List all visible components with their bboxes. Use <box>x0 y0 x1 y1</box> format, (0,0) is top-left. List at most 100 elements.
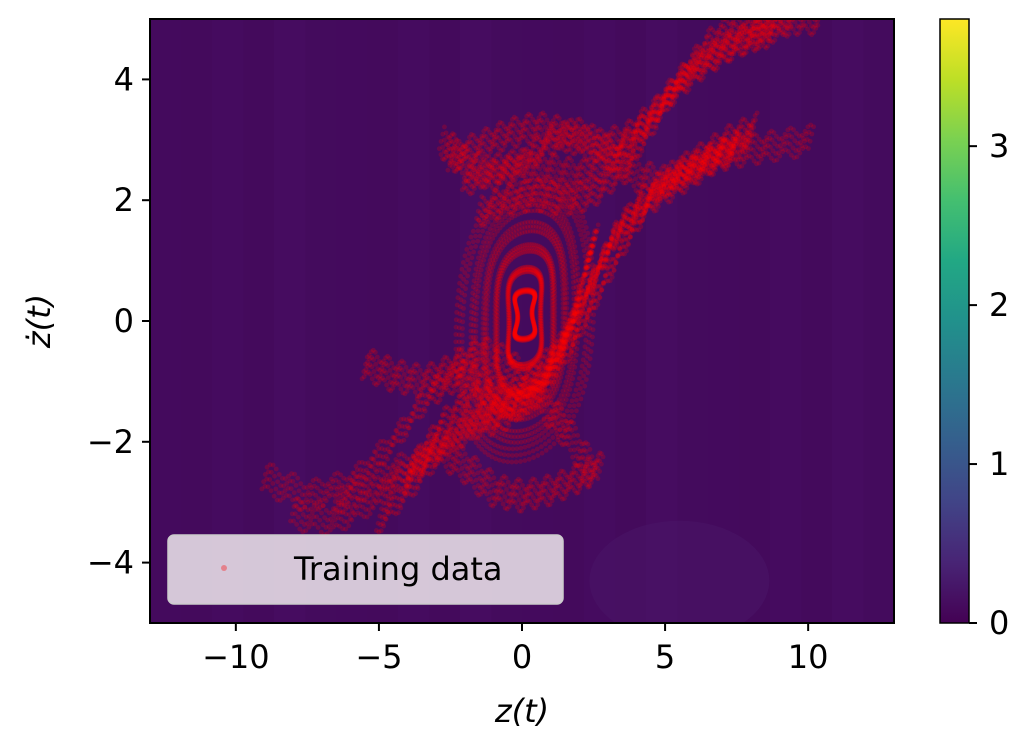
data-point <box>524 410 530 416</box>
data-point <box>485 390 491 396</box>
data-point <box>754 46 759 52</box>
data-point <box>772 14 777 19</box>
data-point <box>277 498 283 503</box>
data-point <box>468 376 474 381</box>
data-point <box>586 482 592 487</box>
data-point <box>435 424 441 430</box>
data-point <box>439 390 445 396</box>
data-point <box>291 490 297 496</box>
data-point <box>605 248 611 254</box>
data-point <box>479 398 485 403</box>
data-point <box>623 207 629 213</box>
data-point <box>524 381 530 387</box>
data-point <box>475 381 481 387</box>
data-point <box>324 488 330 494</box>
data-point <box>334 486 340 492</box>
data-point <box>456 380 462 386</box>
data-point <box>342 496 348 502</box>
data-point <box>776 150 782 156</box>
data-point <box>364 467 369 473</box>
data-point <box>591 460 597 466</box>
heatmap-cell <box>367 19 399 623</box>
data-point <box>493 127 499 133</box>
data-point <box>333 494 338 499</box>
data-point <box>764 135 769 140</box>
data-point <box>399 495 405 501</box>
data-point <box>393 428 399 433</box>
data-point <box>584 270 589 276</box>
data-point <box>396 510 401 516</box>
data-point <box>298 481 304 487</box>
data-point <box>293 482 299 488</box>
data-point <box>429 389 435 395</box>
data-point <box>471 393 477 399</box>
data-point <box>470 379 475 385</box>
data-point <box>579 279 585 285</box>
data-point <box>539 398 544 403</box>
data-point <box>388 449 394 455</box>
heatmap-cell <box>274 19 306 623</box>
data-point <box>455 380 461 385</box>
data-point <box>484 397 489 403</box>
data-point <box>621 214 627 220</box>
data-point <box>811 124 816 130</box>
data-point <box>425 391 431 397</box>
data-point <box>464 385 469 391</box>
heatmap-cell <box>243 19 275 623</box>
data-point <box>302 504 308 510</box>
data-point <box>618 227 623 233</box>
data-point <box>729 49 735 55</box>
data-point <box>460 446 466 452</box>
data-point <box>774 157 780 163</box>
data-point <box>379 461 384 467</box>
data-point <box>471 384 477 390</box>
data-point <box>347 475 353 481</box>
data-point <box>500 147 506 153</box>
data-point <box>290 497 295 503</box>
data-point <box>582 271 588 277</box>
data-point <box>495 404 501 409</box>
data-point <box>372 460 378 466</box>
data-point <box>411 411 417 417</box>
data-point <box>767 13 772 18</box>
data-point <box>272 473 277 479</box>
data-point <box>400 431 406 437</box>
data-point <box>351 479 357 485</box>
data-point <box>478 380 484 386</box>
data-point <box>409 411 415 417</box>
heatmap-cell <box>589 520 770 623</box>
data-point <box>274 497 280 503</box>
heatmap-cell <box>336 19 368 623</box>
data-point <box>304 497 309 503</box>
data-point <box>438 362 444 368</box>
data-point <box>559 353 565 359</box>
data-point <box>668 199 674 204</box>
data-point <box>491 399 497 405</box>
data-point <box>421 406 427 412</box>
data-point <box>508 407 514 413</box>
data-point <box>406 481 412 487</box>
data-point <box>589 249 595 255</box>
data-point <box>387 439 393 445</box>
data-point <box>423 399 429 404</box>
data-point <box>489 139 495 144</box>
data-point <box>600 280 606 286</box>
data-point <box>464 382 470 388</box>
data-point <box>589 467 595 473</box>
data-point <box>360 482 366 488</box>
data-point <box>445 378 451 384</box>
data-point <box>339 499 345 504</box>
data-point <box>273 466 279 472</box>
data-point <box>388 469 394 475</box>
heatmap-cell <box>460 19 492 623</box>
data-point <box>575 297 580 303</box>
data-point <box>465 383 471 388</box>
data-point <box>413 407 419 413</box>
data-point <box>401 360 407 366</box>
data-point <box>595 222 601 228</box>
data-point <box>413 491 418 497</box>
data-point <box>633 212 639 218</box>
data-point <box>275 479 280 485</box>
data-point <box>404 432 409 438</box>
data-point <box>499 408 504 414</box>
